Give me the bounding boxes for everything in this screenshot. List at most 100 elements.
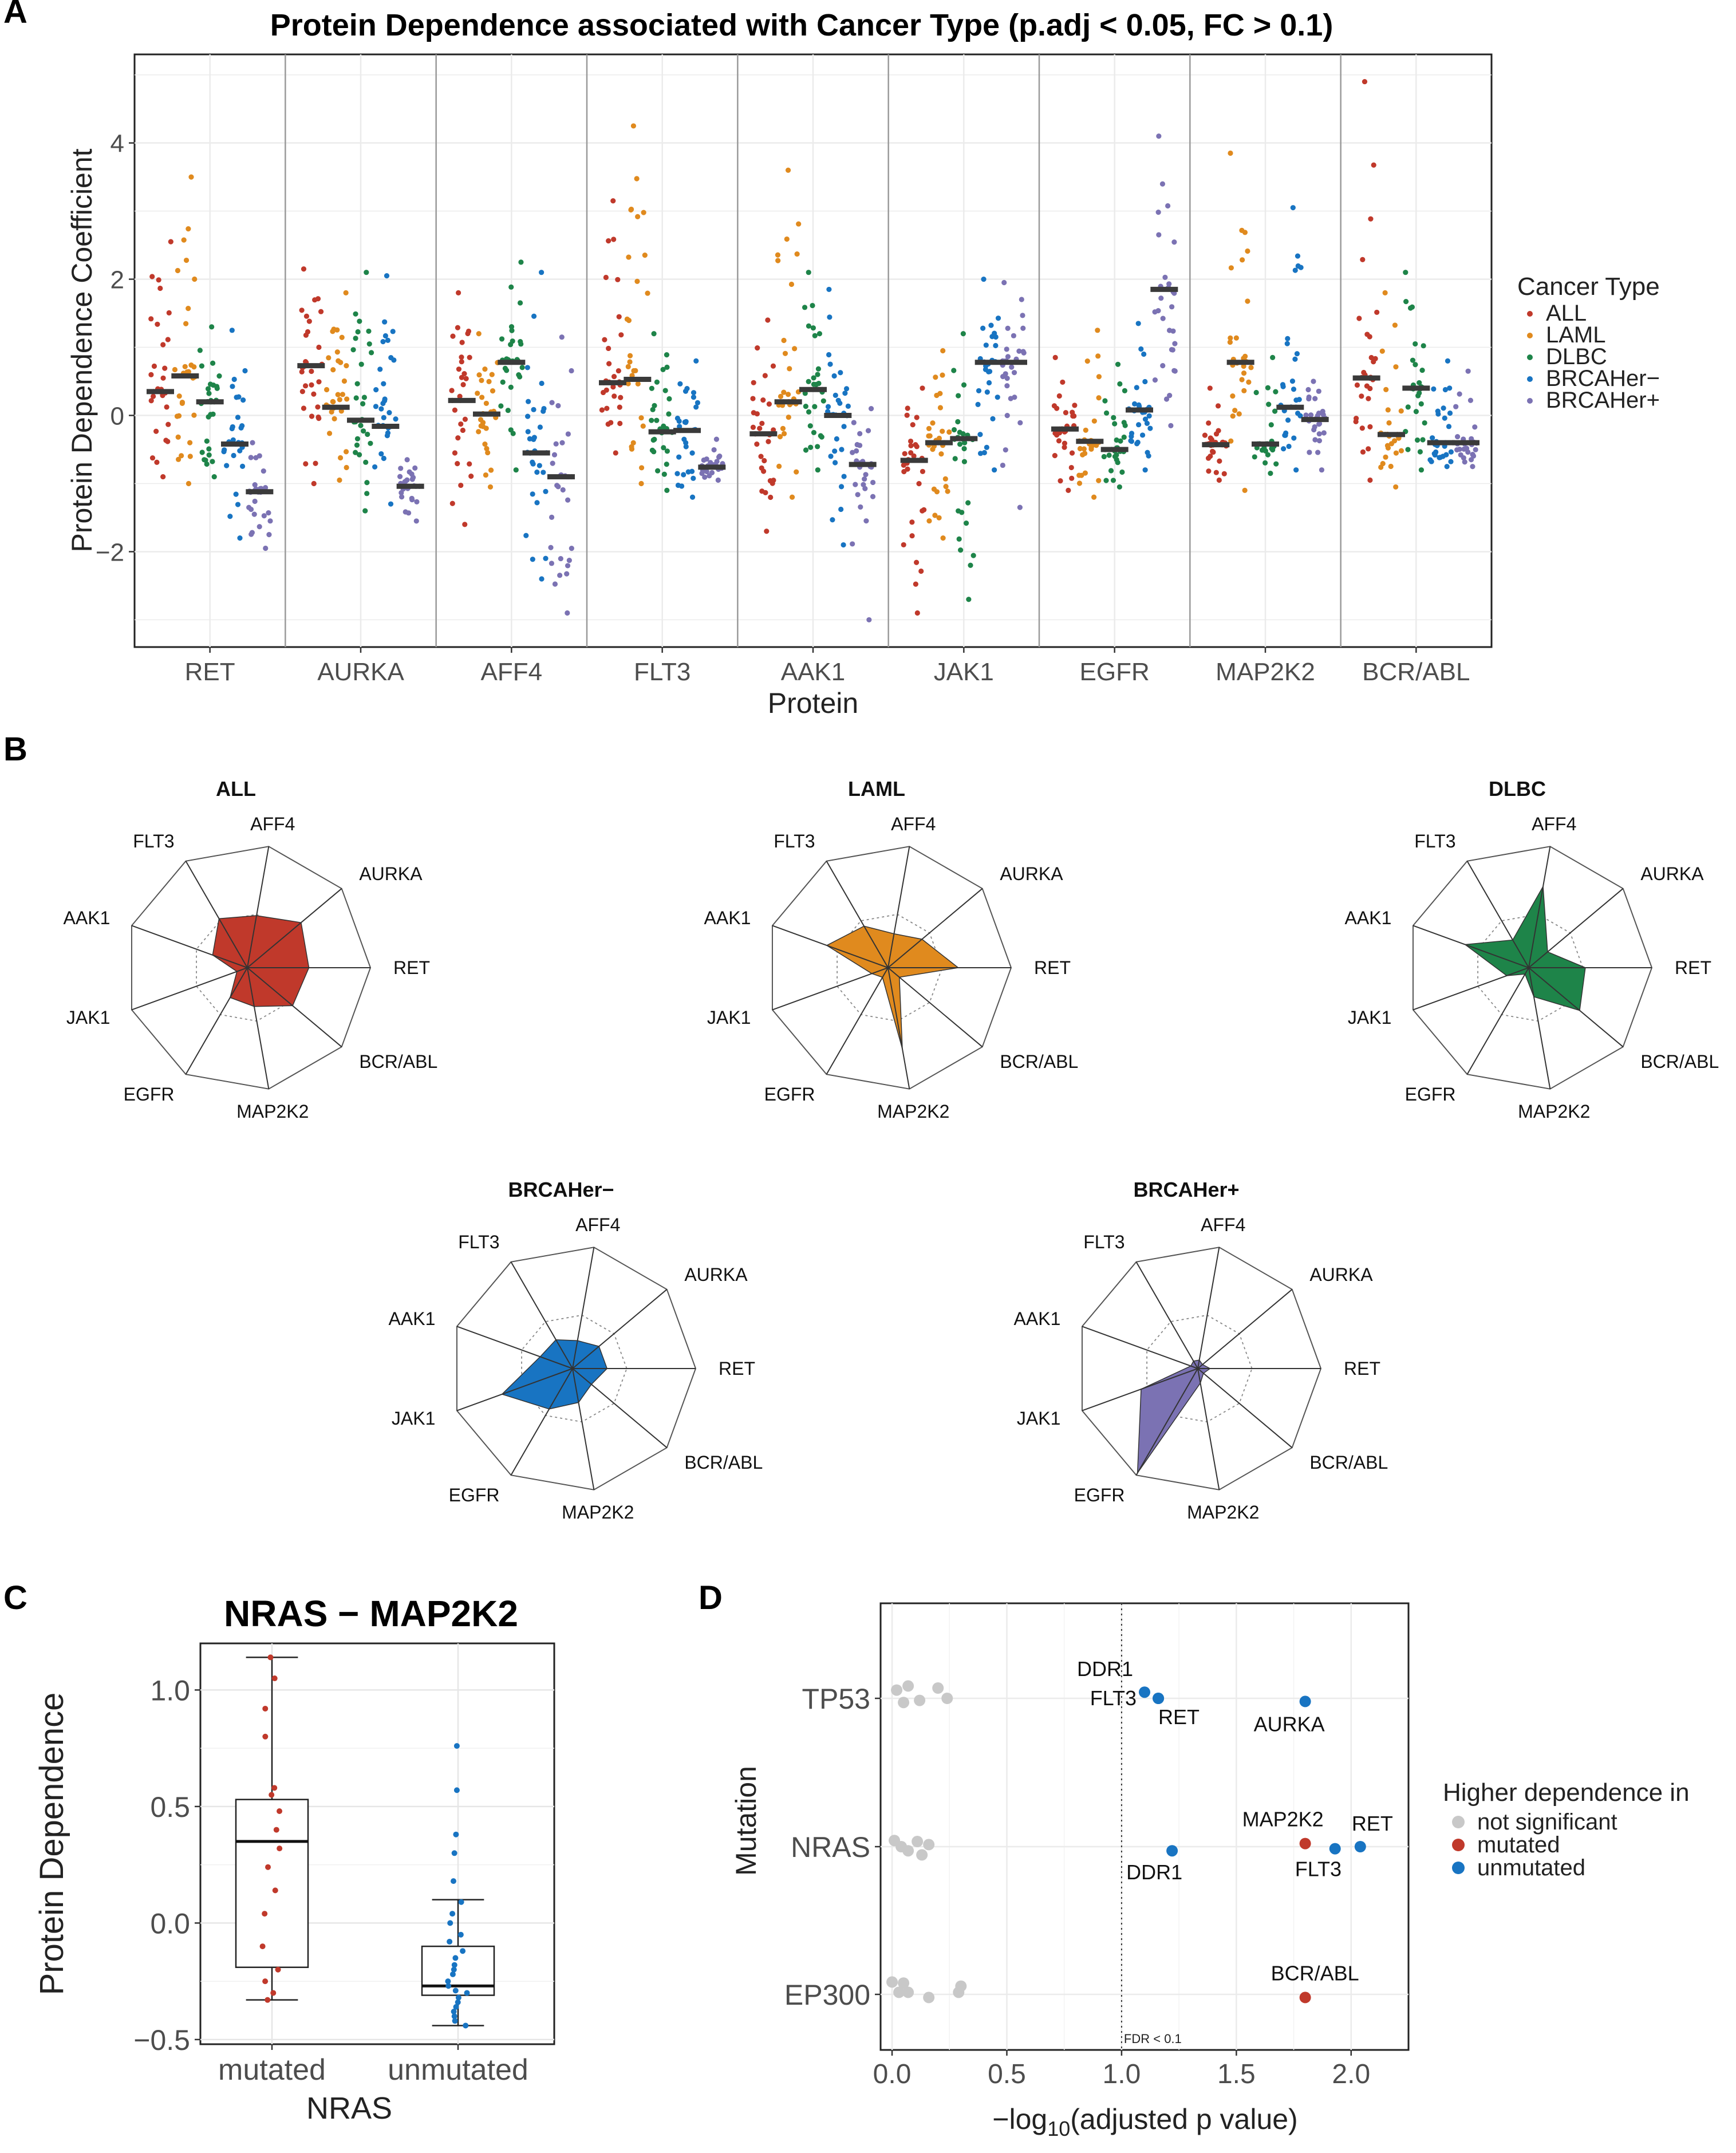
radar-axis-label: EGFR [1405,1084,1456,1105]
radar-axis-label: AURKA [359,863,423,884]
point-label: DDR1 [1077,1657,1133,1681]
x-tick-label: RET [185,658,235,686]
panel-d-x-axis-label-post: (adjusted p value) [1070,2103,1297,2135]
data-point [1095,353,1101,359]
data-point [277,1846,283,1852]
data-point [270,1990,277,1996]
data-point [560,487,566,493]
data-point [330,399,336,405]
radar-spoke [247,967,270,1089]
data-point [807,423,813,429]
data-point [661,445,666,451]
radar-reference-ring [196,913,302,1022]
data-point [937,405,944,411]
data-point [1020,325,1026,331]
data-point [1430,435,1435,441]
data-point-not-significant [902,1845,914,1857]
data-point [252,482,258,488]
data-point [390,329,396,334]
panel-a-grid [135,54,1492,647]
data-point [388,501,394,507]
data-point [713,436,720,442]
radar-data-area [1463,885,1586,1011]
data-point [539,380,545,387]
data-point [1004,413,1010,419]
data-point [1088,446,1094,452]
data-point [413,518,419,524]
data-point [565,431,571,437]
data-point [404,477,410,483]
data-point [1240,257,1245,263]
data-point [1292,267,1298,273]
data-point [937,391,943,396]
data-point [955,419,961,425]
data-point [182,364,188,369]
data-point [301,266,307,272]
data-point [715,477,721,483]
data-point [165,439,171,444]
data-point [611,373,617,380]
data-point [781,431,787,437]
data-point [1056,393,1062,399]
legend-key [1527,354,1533,360]
radar-axis-label: AFF4 [1532,814,1576,834]
data-point [199,449,205,455]
data-point [242,368,248,374]
data-point [851,420,857,425]
radar-spoke [887,888,983,968]
data-point [456,366,462,372]
data-point [775,252,781,258]
data-point [1213,431,1220,437]
data-point [1221,471,1227,476]
data-point [326,431,333,436]
data-point [211,474,217,480]
data-point [1268,471,1273,476]
data-point [1209,448,1216,454]
data-point [1169,304,1175,310]
data-point [502,365,508,372]
data-point [1437,455,1442,460]
radar-spoke [887,846,910,968]
data-point [936,515,942,520]
data-point [153,428,159,434]
data-point [565,497,571,503]
data-point [519,365,525,370]
data-point [962,440,968,445]
data-point [1062,440,1068,446]
data-point [361,395,368,400]
radar-spoke [1082,1368,1198,1411]
data-point [1398,408,1404,414]
data-point [1462,459,1467,465]
data-point [904,412,910,418]
data-point [1072,403,1078,408]
data-point [1420,437,1426,443]
data-point [1446,424,1452,429]
data-point [457,393,463,399]
radar-spoke [1413,967,1529,1011]
data-point [654,379,660,385]
data-point [455,325,460,330]
y-tick-label: 0.0 [150,1907,190,1939]
data-point [365,431,370,437]
data-point [306,318,312,324]
data-point [1094,443,1099,448]
data-point [1465,449,1471,455]
legend-label: ALL [1546,301,1587,326]
data-point [1246,379,1252,385]
data-point [771,478,776,483]
data-point [984,389,990,395]
data-point [918,568,924,574]
data-point [554,483,560,488]
data-point [385,430,391,436]
radar-axis-label: JAK1 [707,1007,751,1028]
data-point [378,406,384,412]
radar-axis-label: AAK1 [64,908,111,928]
data-point [1386,420,1392,426]
data-point [249,530,255,535]
data-point [910,422,916,428]
x-tick-label: AFF4 [481,658,543,686]
data-point [1312,437,1318,443]
data-point [303,461,309,467]
data-point [831,373,837,379]
data-point [642,253,648,258]
